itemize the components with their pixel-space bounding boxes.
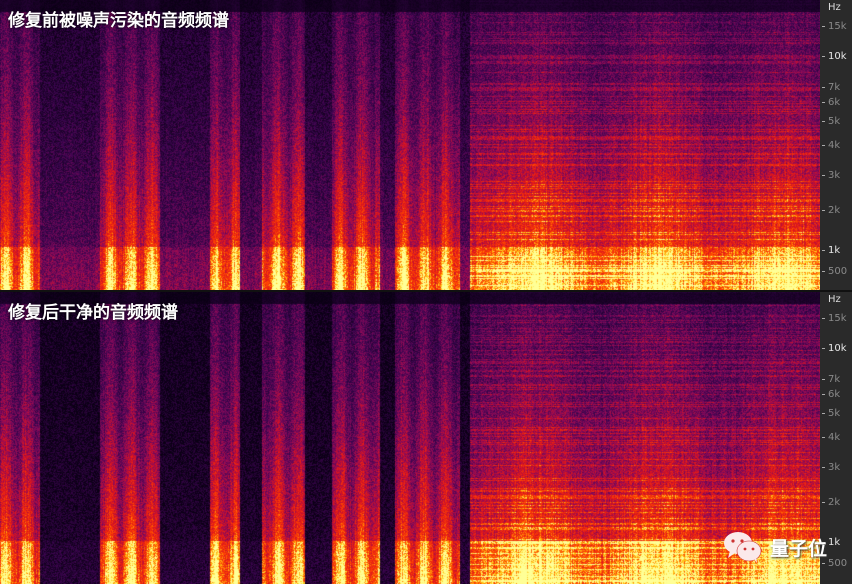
spectrogram-image bbox=[0, 292, 820, 584]
tick-label: 2k bbox=[822, 498, 840, 508]
frequency-axis: Hz 15k 10k 7k 6k 5k 4k 3k 2k 1k 500 bbox=[820, 0, 852, 290]
watermark: 量子位 bbox=[722, 530, 827, 564]
tick-label: 3k bbox=[822, 171, 840, 181]
tick-label: 4k bbox=[822, 141, 840, 151]
tick-label: 5k bbox=[822, 117, 840, 127]
divider bbox=[0, 290, 852, 292]
tick-label: 500 bbox=[822, 559, 847, 569]
tick-label: 1k bbox=[822, 246, 840, 256]
spectrogram-before: 修复前被噪声污染的音频频谱 Hz 15k 10k 7k 6k 5k 4k 3k 2k 1k 500 bbox=[0, 0, 852, 290]
tick-label: 500 bbox=[822, 267, 847, 277]
watermark-text: 量子位 bbox=[770, 537, 828, 560]
tick-label: 7k bbox=[822, 375, 840, 385]
wechat-icon bbox=[724, 532, 762, 563]
axis-unit: Hz bbox=[828, 294, 841, 305]
tick-label: 15k bbox=[822, 314, 847, 324]
tick-label: 15k bbox=[822, 22, 847, 32]
panel-title: 修复前被噪声污染的音频频谱 bbox=[8, 11, 229, 31]
frequency-axis: Hz 15k 10k 7k 6k 5k 4k 3k 2k 1k 500 bbox=[820, 292, 852, 584]
tick-label: 6k bbox=[822, 98, 840, 108]
tick-label: 2k bbox=[822, 206, 840, 216]
tick-label: 5k bbox=[822, 409, 840, 419]
panel-title: 修复后干净的音频频谱 bbox=[8, 303, 178, 323]
tick-label: 4k bbox=[822, 433, 840, 443]
tick-label: 6k bbox=[822, 390, 840, 400]
tick-label: 7k bbox=[822, 83, 840, 93]
tick-label: 3k bbox=[822, 463, 840, 473]
tick-label: 1k bbox=[822, 538, 840, 548]
tick-label: 10k bbox=[822, 52, 847, 62]
axis-unit: Hz bbox=[828, 2, 841, 13]
spectrogram-after: 修复后干净的音频频谱 Hz 15k 10k 7k 6k 5k 4k 3k 2k 1k 500 bbox=[0, 292, 852, 584]
tick-label: 10k bbox=[822, 344, 847, 354]
spectrogram-image bbox=[0, 0, 820, 290]
